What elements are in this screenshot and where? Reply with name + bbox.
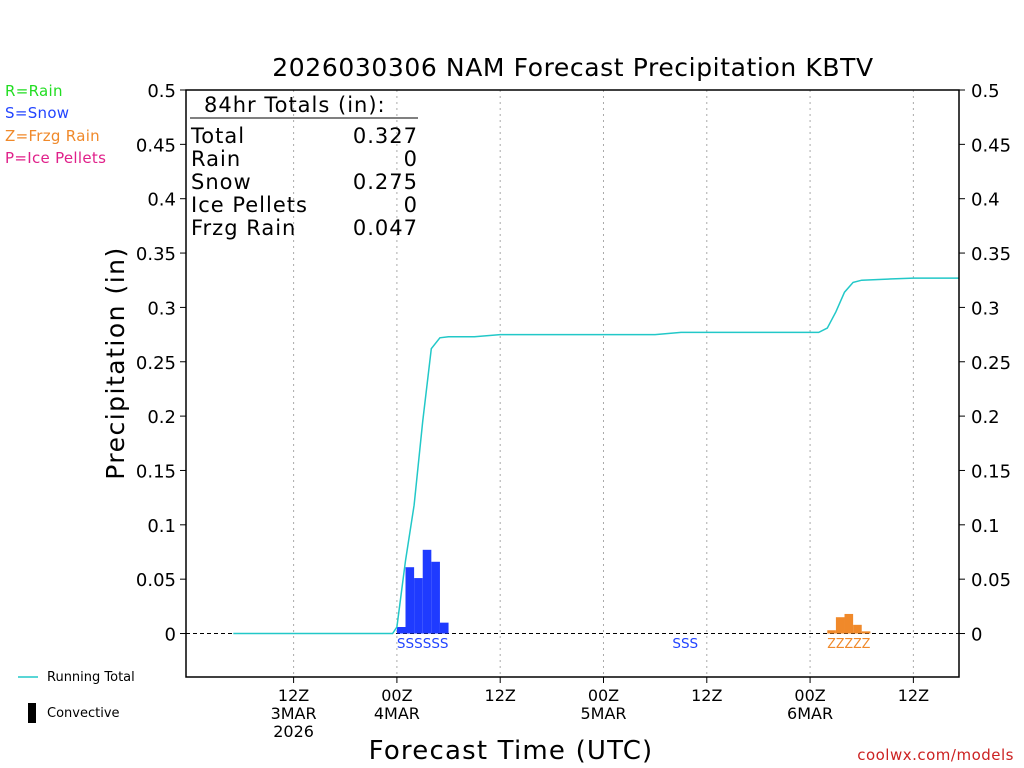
precip-bar	[861, 631, 871, 634]
running-total-legend-line-icon	[18, 676, 38, 678]
grid-layer	[186, 90, 959, 677]
running-total-line	[233, 277, 959, 635]
bars-layer	[396, 549, 871, 634]
ptype-marker: SSSSSS	[397, 637, 449, 652]
watermark: coolwx.com/models	[857, 746, 1014, 764]
totals-row-label: Total	[190, 124, 245, 148]
chart-title: 2026030306 NAM Forecast Precipitation KB…	[272, 53, 873, 82]
ice-pellets-code-label: P=Ice Pellets	[5, 149, 107, 167]
x-tick-label: 00Z	[794, 686, 825, 705]
precip-bar	[844, 613, 854, 634]
y-tick-label-right: 0.25	[971, 353, 1011, 374]
y-tick-label-right: 0.05	[971, 570, 1011, 591]
y-tick-label-right: 0.3	[971, 298, 1000, 319]
convective-legend-label: Convective	[47, 706, 120, 721]
frzg-rain-code-label: Z=Frzg Rain	[5, 127, 100, 145]
totals-row-value: 0	[404, 147, 418, 171]
y-tick-label-right: 0.35	[971, 244, 1011, 265]
y-tick-labels: 0 0 0.05 0.05 0.1 0.1 0.15 0.15 0.2 0.2 0.25 0.25 0.…	[136, 81, 1011, 646]
x-tick-label: 12Z	[691, 686, 722, 705]
y-tick-label-right: 0.4	[971, 190, 1000, 211]
y-tick-label-right: 0	[971, 625, 982, 646]
y-tick-label-left: 0.15	[136, 461, 176, 482]
line-layer	[233, 277, 959, 635]
precip-bar	[835, 617, 845, 634]
y-axis-label: Precipitation (in)	[101, 246, 130, 480]
ptype-marker: SSS	[672, 637, 698, 652]
y-tick-label-right: 0.1	[971, 516, 1000, 537]
y-tick-label-left: 0.4	[147, 190, 176, 211]
x-axis-label: Forecast Time (UTC)	[369, 736, 654, 766]
y-tick-label-right: 0.15	[971, 461, 1011, 482]
y-tick-label-left: 0.2	[147, 407, 176, 428]
totals-row-label: Rain	[191, 147, 241, 171]
precip-bar	[439, 622, 449, 634]
y-tick-label-right: 0.2	[971, 407, 1000, 428]
rain-code-label: R=Rain	[5, 82, 63, 100]
x-tick-label: 12Z	[898, 686, 929, 705]
x-tick-label: 6MAR	[787, 704, 833, 723]
precip-bar	[396, 626, 406, 634]
convective-legend-swatch-icon	[28, 703, 36, 723]
precip-bar	[853, 624, 862, 634]
precip-bar	[414, 578, 423, 634]
totals-heading: 84hr Totals (in):	[204, 93, 386, 117]
totals-row-value: 0.047	[353, 216, 418, 240]
ptype-key-ice-pellets: P=Ice Pellets	[5, 149, 106, 167]
ptype-key-snow: S=Snow	[5, 104, 69, 122]
y-tick-label-left: 0.3	[147, 298, 176, 319]
x-tick-label: 00Z	[381, 686, 412, 705]
running-total-legend-label: Running Total	[47, 670, 135, 685]
precip-bar	[405, 567, 415, 634]
precip-bar	[422, 549, 432, 634]
y-tick-label-right: 0.5	[971, 81, 1000, 102]
y-tick-label-left: 0.45	[136, 135, 176, 156]
y-tick-label-left: 0.1	[147, 516, 176, 537]
precip-bar	[827, 630, 836, 634]
x-tick-label: 4MAR	[374, 704, 420, 723]
y-tick-label-right: 0.45	[971, 135, 1011, 156]
totals-row-label: Frzg Rain	[191, 216, 296, 240]
x-tick-label: 12Z	[278, 686, 309, 705]
totals-row-label: Snow	[191, 170, 252, 194]
y-tick-label-left: 0.35	[136, 244, 176, 265]
totals-row-label: Ice Pellets	[191, 193, 308, 217]
frame-layer	[180, 89, 965, 683]
y-tick-label-left: 0	[165, 625, 176, 646]
y-tick-label-left: 0.25	[136, 353, 176, 374]
ptype-markers: SSSSSS SSS ZZZZZ	[397, 637, 871, 652]
snow-code-label: S=Snow	[5, 104, 70, 122]
y-tick-label-left: 0.5	[147, 81, 176, 102]
x-tick-label: 3MAR	[271, 704, 317, 723]
totals-row-value: 0	[404, 193, 418, 217]
ptype-marker: ZZZZZ	[827, 637, 870, 652]
plot-frame	[185, 89, 960, 678]
precip-bar	[431, 561, 440, 634]
x-tick-label: 2026	[273, 722, 314, 741]
totals-row-value: 0.327	[353, 124, 418, 148]
totals-box: 84hr Totals (in): Total 0.327 Rain 0 Snow 0.27…	[190, 93, 418, 240]
y-tick-label-left: 0.05	[136, 570, 176, 591]
x-tick-label: 5MAR	[580, 704, 626, 723]
x-tick-label: 00Z	[588, 686, 619, 705]
x-tick-label: 12Z	[485, 686, 516, 705]
ptype-key-frzg-rain: Z=Frzg Rain	[5, 127, 100, 145]
ptype-key-rain: R=Rain	[5, 82, 63, 100]
totals-row-value: 0.275	[353, 170, 418, 194]
